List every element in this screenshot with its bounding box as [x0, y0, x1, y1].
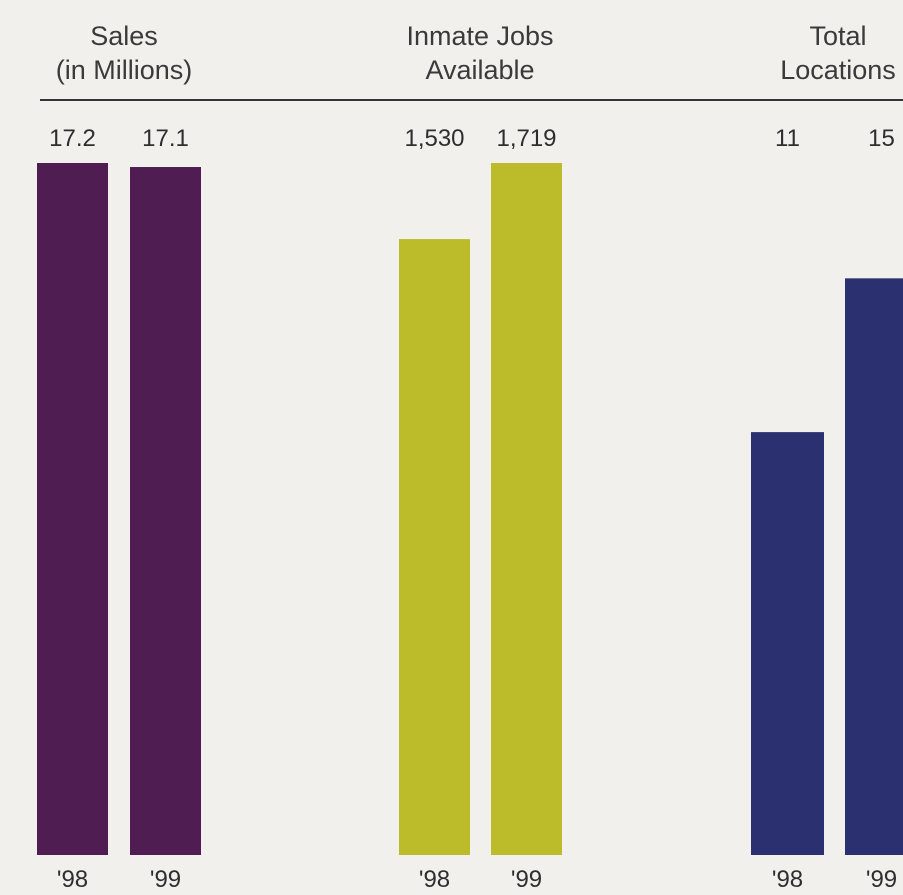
inmate-jobs-category-label-0: '98 — [419, 866, 450, 893]
sales-value-label-1: 17.1 — [142, 125, 189, 152]
total-locations-title-line-2: Locations — [780, 55, 896, 85]
inmate-jobs-title-line-2: Available — [425, 55, 534, 85]
inmate-jobs-category-label-1: '99 — [511, 866, 542, 893]
total-locations-category-label-0: '98 — [772, 866, 803, 893]
sales-category-label-1: '99 — [150, 866, 181, 893]
inmate-jobs-value-label-1: 1,719 — [496, 125, 556, 152]
total-locations-bar-0 — [751, 432, 824, 855]
inmate-jobs-bar-1 — [491, 163, 562, 855]
inmate-jobs-value-label-0: 1,530 — [404, 125, 464, 152]
sales-bar-0 — [37, 163, 108, 855]
total-locations-category-label-1: '99 — [866, 866, 897, 893]
total-locations-value-label-1: 15 — [868, 125, 895, 152]
total-locations-title-line-1: Total — [809, 21, 866, 51]
sales-title-line-2: (in Millions) — [56, 55, 193, 85]
inmate-jobs-title-line-1: Inmate Jobs — [406, 21, 553, 51]
total-locations-value-label-0: 11 — [775, 125, 800, 152]
total-locations-bar-1 — [845, 278, 903, 855]
sales-category-label-0: '98 — [57, 866, 88, 893]
sales-bar-1 — [130, 167, 201, 855]
sales-title-line-1: Sales — [90, 21, 158, 51]
inmate-jobs-bar-0 — [399, 239, 470, 856]
sales-value-label-0: 17.2 — [49, 125, 96, 152]
chart-marks: Sales (in Millions) 17.2 '98 17.1 '99 Inmate J… — [37, 21, 903, 893]
